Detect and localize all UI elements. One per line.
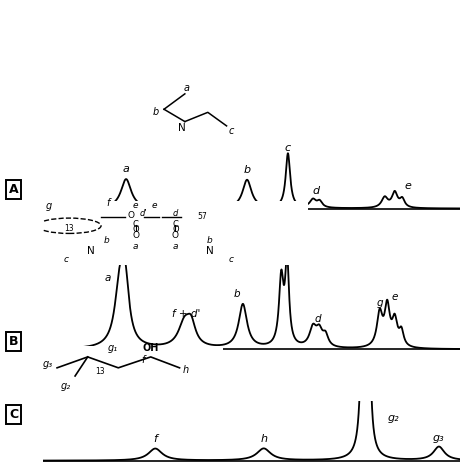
Text: c: c <box>228 126 234 136</box>
Text: e: e <box>392 292 398 302</box>
Text: c: c <box>64 255 69 264</box>
Text: h: h <box>260 434 267 444</box>
Text: g₂: g₂ <box>61 381 71 391</box>
Text: d: d <box>312 186 319 196</box>
Text: f + d': f + d' <box>173 309 201 319</box>
Text: OH: OH <box>143 344 159 354</box>
Text: h: h <box>183 365 189 375</box>
Text: b: b <box>233 289 240 299</box>
Text: f: f <box>106 198 110 208</box>
Text: d: d <box>173 209 178 218</box>
Text: a: a <box>104 273 110 283</box>
Text: A: A <box>9 183 18 196</box>
Text: O: O <box>128 211 135 220</box>
Text: g₂: g₂ <box>387 413 399 423</box>
Text: b: b <box>207 236 213 245</box>
Text: 57: 57 <box>197 212 207 221</box>
Text: a: a <box>133 242 138 251</box>
Text: O: O <box>132 225 139 234</box>
Text: e: e <box>151 201 157 210</box>
Text: d: d <box>315 314 321 324</box>
Text: C: C <box>133 220 138 229</box>
Text: N: N <box>87 246 94 256</box>
Text: g₃: g₃ <box>433 433 445 443</box>
Text: g₁: g₁ <box>108 344 118 354</box>
Text: N: N <box>178 123 186 133</box>
Text: a: a <box>173 242 178 251</box>
Text: C: C <box>9 408 18 421</box>
Text: f: f <box>154 434 157 444</box>
Text: O: O <box>172 225 179 234</box>
Text: b: b <box>244 165 251 175</box>
Text: b: b <box>153 107 159 118</box>
Text: g: g <box>376 299 383 309</box>
Text: f: f <box>142 356 145 365</box>
Text: 13: 13 <box>64 224 74 233</box>
Text: 13: 13 <box>95 367 105 376</box>
Text: c: c <box>285 143 291 153</box>
Text: g: g <box>46 201 52 211</box>
Text: b: b <box>103 236 109 245</box>
Text: O: O <box>132 231 139 240</box>
Text: c: c <box>228 255 234 264</box>
Text: C: C <box>173 220 178 229</box>
Text: B: B <box>9 335 18 348</box>
Text: a: a <box>184 82 190 92</box>
Text: N: N <box>206 246 214 256</box>
Text: e: e <box>404 181 411 191</box>
Text: g₃: g₃ <box>43 359 53 369</box>
Text: d': d' <box>140 209 147 218</box>
Text: O: O <box>172 231 179 240</box>
Text: a: a <box>123 164 129 174</box>
Text: e: e <box>133 201 138 210</box>
Text: c: c <box>296 255 302 264</box>
